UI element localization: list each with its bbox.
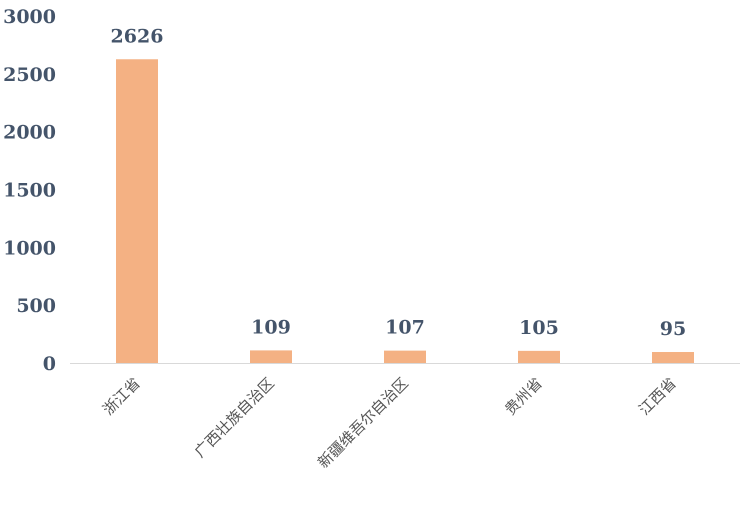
y-tick-label: 2000 xyxy=(3,122,56,144)
y-tick-label: 0 xyxy=(43,353,56,375)
y-tick-label: 1000 xyxy=(3,237,56,259)
data-label: 107 xyxy=(385,317,425,339)
x-tick-label: 新疆维吾尔自治区 xyxy=(314,374,412,472)
y-tick-label: 500 xyxy=(16,295,56,317)
bar xyxy=(652,352,694,363)
bars xyxy=(116,59,694,363)
x-axis-ticks: 浙江省 广西壮族自治区 新疆维吾尔自治区 贵州省 江西省 xyxy=(99,374,680,472)
y-tick-label: 2500 xyxy=(3,64,56,86)
bar xyxy=(250,350,292,363)
x-tick-label: 江西省 xyxy=(635,374,680,419)
x-tick-label: 广西壮族自治区 xyxy=(191,374,278,461)
data-label: 2626 xyxy=(111,25,164,47)
x-tick-label: 贵州省 xyxy=(501,374,546,419)
bar xyxy=(116,59,158,363)
y-tick-label: 1500 xyxy=(3,180,56,202)
y-tick-label: 3000 xyxy=(3,6,56,28)
y-axis-ticks: 0 500 1000 1500 2000 2500 3000 xyxy=(3,6,56,375)
data-labels: 2626 109 107 105 95 xyxy=(111,25,687,340)
x-tick-label: 浙江省 xyxy=(99,374,144,419)
bar xyxy=(384,350,426,363)
data-label: 95 xyxy=(660,318,686,340)
data-label: 109 xyxy=(251,316,291,338)
data-label: 105 xyxy=(519,317,559,339)
bar xyxy=(518,350,560,363)
